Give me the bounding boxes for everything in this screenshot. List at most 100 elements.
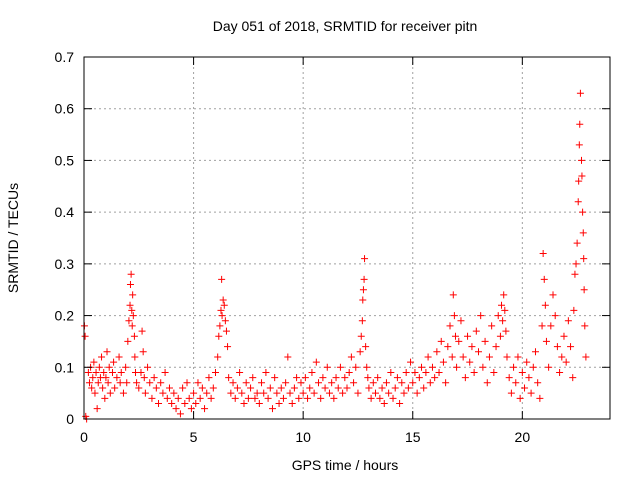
data-point [477, 312, 485, 320]
data-point [564, 317, 572, 325]
data-point [128, 306, 136, 314]
data-point [433, 348, 441, 356]
data-point [258, 379, 266, 387]
data-point [183, 379, 191, 387]
data-point [240, 399, 248, 407]
data-point [221, 317, 229, 325]
data-point [224, 343, 232, 351]
data-point [444, 343, 452, 351]
data-point [418, 363, 426, 371]
data-point [165, 384, 173, 392]
data-point [207, 394, 215, 402]
data-point [347, 353, 355, 361]
data-point [361, 255, 369, 263]
data-point [539, 250, 547, 258]
data-point [238, 389, 246, 397]
data-point [531, 348, 539, 356]
data-point [122, 363, 130, 371]
data-point [562, 358, 570, 366]
data-point [319, 374, 327, 382]
data-point [219, 296, 227, 304]
data-point [448, 353, 456, 361]
data-point [490, 368, 498, 376]
data-point [251, 394, 259, 402]
data-point [310, 389, 318, 397]
data-point [161, 368, 169, 376]
data-point [268, 405, 276, 413]
data-point [435, 368, 443, 376]
data-point [113, 374, 121, 382]
data-point [578, 172, 586, 180]
data-point [92, 368, 100, 376]
data-point [472, 327, 480, 335]
data-point [106, 389, 114, 397]
data-point [131, 353, 139, 361]
data-point [179, 384, 187, 392]
data-point [512, 379, 520, 387]
data-points [80, 89, 590, 423]
data-point [155, 399, 163, 407]
data-point [481, 337, 489, 345]
data-point [378, 384, 386, 392]
data-point [323, 363, 331, 371]
data-point [249, 374, 257, 382]
data-point [146, 379, 154, 387]
data-point [317, 394, 325, 402]
data-point [181, 399, 189, 407]
data-point [358, 317, 366, 325]
data-point [345, 368, 353, 376]
data-point [547, 322, 555, 330]
data-point [339, 389, 347, 397]
data-point [350, 379, 358, 387]
plot-frame [83, 56, 611, 420]
data-point [233, 384, 241, 392]
data-point [334, 384, 342, 392]
data-point [301, 374, 309, 382]
data-point [542, 337, 550, 345]
data-point [411, 368, 419, 376]
data-point [576, 89, 584, 97]
data-point [216, 322, 224, 330]
data-point [222, 327, 230, 335]
y-tick-label: 0.7 [55, 49, 75, 65]
data-point [578, 156, 586, 164]
data-point [328, 379, 336, 387]
data-point [453, 363, 461, 371]
data-point [382, 379, 390, 387]
data-point [396, 399, 404, 407]
data-point [575, 177, 583, 185]
data-point [359, 296, 367, 304]
y-tick-label: 0 [66, 411, 74, 427]
data-point [139, 348, 147, 356]
data-point [431, 374, 439, 382]
data-point [295, 394, 303, 402]
data-point [545, 363, 553, 371]
data-point [556, 368, 564, 376]
data-point [192, 399, 200, 407]
x-tick-label: 0 [80, 429, 88, 445]
data-point [466, 358, 474, 366]
y-tick-label: 0.3 [55, 256, 75, 272]
data-point [402, 368, 410, 376]
data-point [534, 379, 542, 387]
data-point [214, 353, 222, 361]
data-point [499, 317, 507, 325]
data-point [196, 394, 204, 402]
data-point [119, 389, 127, 397]
data-point [126, 281, 134, 289]
data-point [242, 379, 250, 387]
data-point [569, 374, 577, 382]
data-point [573, 239, 581, 247]
data-point [538, 322, 546, 330]
data-point [400, 389, 408, 397]
x-tick-label: 5 [190, 429, 198, 445]
data-point [571, 270, 579, 278]
data-point [115, 353, 123, 361]
data-point [553, 343, 561, 351]
data-point [446, 322, 454, 330]
y-tick-label: 0.1 [55, 359, 75, 375]
data-point [125, 317, 133, 325]
data-point [483, 379, 491, 387]
data-point [579, 208, 587, 216]
data-point [174, 394, 182, 402]
